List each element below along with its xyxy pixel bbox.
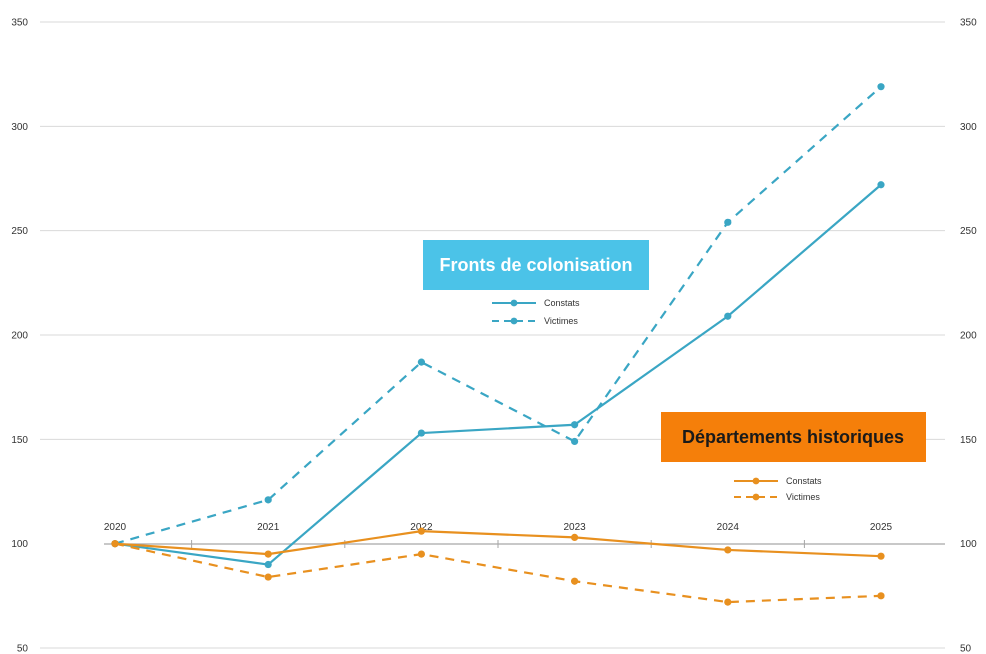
series-layer: [111, 83, 885, 606]
data-point: [877, 83, 885, 91]
data-point: [724, 218, 732, 226]
x-tick-label: 2021: [257, 522, 280, 533]
data-point: [724, 546, 732, 554]
legend-swatch-marker: [752, 493, 760, 501]
y-tick-label-left: 100: [11, 539, 28, 550]
grid-lines: [40, 21, 945, 649]
data-point: [571, 577, 579, 585]
y-tick-label-right: 250: [960, 226, 977, 237]
legend-swatch-marker: [510, 317, 518, 325]
data-point: [877, 181, 885, 189]
legend-label: Constats: [786, 476, 822, 486]
y-axis-left: 50 100 150 200 250 300 350: [11, 18, 28, 654]
y-axis-right: 50 100 150 200 250 300 350: [960, 18, 977, 654]
y-tick-label-left: 300: [11, 122, 28, 133]
data-point: [571, 533, 579, 542]
legend-swatch-marker: [752, 477, 760, 485]
y-tick-label-right: 300: [960, 122, 977, 133]
data-point: [724, 312, 732, 320]
x-tick-label: 2022: [410, 522, 433, 533]
legend-historiques-title: Départements historiques: [682, 427, 904, 447]
data-point: [571, 421, 579, 429]
y-tick-label-left: 150: [11, 435, 28, 446]
legend-fronts-badge: [423, 240, 649, 290]
data-point: [417, 429, 425, 437]
legend-label: Victimes: [786, 492, 820, 502]
x-tick-label: 2025: [870, 522, 893, 533]
data-point: [877, 592, 885, 600]
series-historiques-victimes: [111, 540, 885, 606]
legend-label: Victimes: [544, 316, 578, 326]
data-point: [264, 550, 272, 558]
data-point: [264, 496, 272, 504]
y-tick-label-left: 350: [11, 18, 28, 29]
series-fronts-constats: [111, 181, 885, 569]
y-tick-label-right: 350: [960, 18, 977, 29]
legend-swatch-marker: [510, 299, 518, 307]
legend-fronts-title: Fronts de colonisation: [439, 255, 632, 275]
x-tick-label: 2020: [104, 522, 127, 533]
series-fronts-victimes: [111, 83, 885, 548]
data-point: [724, 598, 732, 606]
data-point: [417, 358, 425, 366]
legend-label: Constats: [544, 298, 580, 308]
data-point: [417, 527, 425, 535]
y-tick-label-left: 50: [17, 644, 29, 654]
y-tick-label-right: 50: [960, 644, 972, 654]
series-line: [114, 530, 882, 558]
data-point: [111, 540, 119, 548]
series-line: [114, 85, 882, 545]
data-point: [417, 550, 425, 558]
data-point: [877, 552, 885, 560]
series-line: [114, 542, 882, 604]
data-point: [264, 560, 272, 569]
data-point: [571, 437, 579, 446]
data-point: [264, 573, 272, 581]
y-tick-label-left: 250: [11, 226, 28, 237]
y-tick-label-left: 200: [11, 331, 28, 342]
legend-historiques: Départements historiques Constats Victime…: [661, 412, 926, 502]
x-tick-label: 2023: [563, 522, 586, 533]
x-tick-label: 2024: [717, 522, 740, 533]
y-tick-label-right: 200: [960, 331, 977, 342]
y-tick-label-right: 150: [960, 435, 977, 446]
y-tick-label-right: 100: [960, 539, 977, 550]
legend-fronts: Fronts de colonisation Constats Victimes: [423, 240, 649, 326]
x-axis: 2020 2021 2022 2023 2024 2025: [104, 522, 945, 548]
legend-historiques-badge: [661, 412, 926, 462]
series-line: [114, 183, 882, 566]
